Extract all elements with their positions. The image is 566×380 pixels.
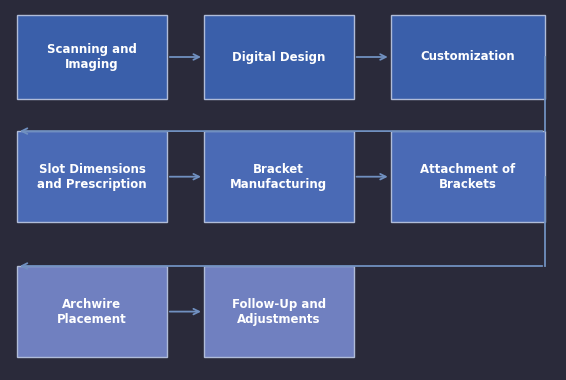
FancyBboxPatch shape <box>17 15 167 99</box>
Text: Bracket
Manufacturing: Bracket Manufacturing <box>230 163 327 191</box>
Text: Scanning and
Imaging: Scanning and Imaging <box>47 43 137 71</box>
FancyBboxPatch shape <box>17 266 167 357</box>
Text: Attachment of
Brackets: Attachment of Brackets <box>420 163 516 191</box>
FancyBboxPatch shape <box>204 15 354 99</box>
FancyBboxPatch shape <box>391 131 545 222</box>
Text: Follow-Up and
Adjustments: Follow-Up and Adjustments <box>231 298 326 326</box>
FancyBboxPatch shape <box>204 131 354 222</box>
FancyBboxPatch shape <box>391 15 545 99</box>
Text: Slot Dimensions
and Prescription: Slot Dimensions and Prescription <box>37 163 147 191</box>
Text: Customization: Customization <box>421 51 515 63</box>
Text: Digital Design: Digital Design <box>232 51 325 63</box>
FancyBboxPatch shape <box>204 266 354 357</box>
Text: Archwire
Placement: Archwire Placement <box>57 298 127 326</box>
FancyBboxPatch shape <box>17 131 167 222</box>
